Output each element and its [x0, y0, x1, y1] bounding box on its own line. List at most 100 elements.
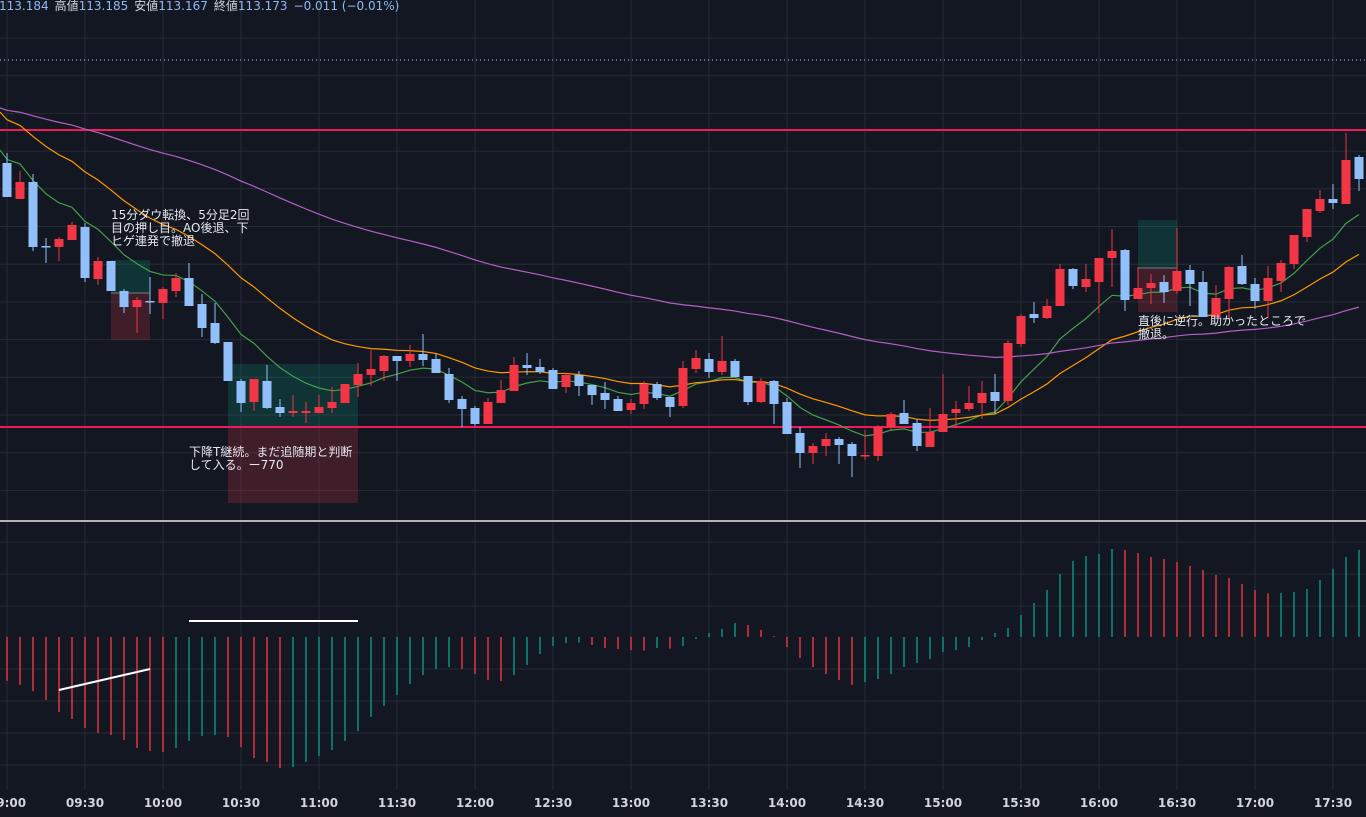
- time-axis[interactable]: 09:00 09:30 10:00 10:30 11:00 11:30 12:00 12:30…: [0, 796, 1352, 810]
- candle-body: [1354, 157, 1364, 179]
- candle-down: [80, 223, 90, 282]
- ohlc-legend: 113.184 高値113.185 安値113.167 終値113.173 −0.011…: [0, 0, 399, 14]
- annotations[interactable]: 15分ダウ転換、5分足2回目の押し目。AO後退、下ヒゲ連発で撤退下降T継続。まだ…: [111, 207, 1306, 472]
- candle-up: [808, 443, 818, 464]
- time-label: 10:30: [222, 796, 260, 810]
- candle-body: [41, 246, 51, 248]
- candle-up: [1172, 228, 1182, 294]
- candle-down: [1250, 278, 1260, 309]
- candle-up: [483, 398, 493, 424]
- candle-body: [1029, 314, 1039, 318]
- candle-up: [67, 222, 77, 240]
- ma_slow-line: [0, 107, 1360, 358]
- candle-body: [418, 354, 428, 360]
- candle-down: [2, 153, 12, 197]
- candle-body: [652, 384, 662, 398]
- candle-down: [548, 368, 558, 389]
- candle-down: [1198, 271, 1208, 317]
- annotation-note[interactable]: 15分ダウ転換、5分足2回目の押し目。AO後退、下ヒゲ連発で撤退: [111, 207, 250, 248]
- candle-up: [1055, 264, 1065, 306]
- candle-body: [730, 361, 740, 377]
- candle-up: [1081, 264, 1091, 292]
- candle-down: [1120, 249, 1130, 311]
- position-target-zone[interactable]: [111, 260, 150, 293]
- position-stop-zone[interactable]: [228, 427, 358, 503]
- candle-body: [145, 301, 155, 303]
- candle-body: [717, 361, 727, 372]
- candle-body: [639, 384, 649, 404]
- candle-body: [587, 385, 597, 395]
- legend-open-value: 113.184: [0, 0, 49, 13]
- candle-down: [743, 376, 753, 405]
- candle-up: [561, 373, 571, 393]
- candle-down: [106, 261, 116, 291]
- candle-down: [600, 382, 610, 409]
- candle-up: [366, 350, 376, 386]
- candle-body: [132, 300, 142, 307]
- candle-body: [314, 407, 324, 413]
- candle-down: [665, 397, 675, 417]
- candle-down: [795, 427, 805, 468]
- candle-body: [860, 455, 870, 457]
- ma_fast-line: [0, 149, 1360, 437]
- candle-up: [717, 336, 727, 375]
- position-target-zone[interactable]: [1138, 220, 1177, 268]
- candle-down: [262, 365, 272, 409]
- candle-down: [431, 354, 441, 373]
- horizontal-lines[interactable]: [0, 59, 1366, 428]
- annotation-line: 撤退。: [1138, 326, 1174, 341]
- candle-up: [1302, 209, 1312, 242]
- candle-body: [1172, 271, 1182, 291]
- candle-up: [1211, 285, 1221, 317]
- candle-body: [236, 381, 246, 403]
- ma_mid-line: [0, 111, 1360, 421]
- annotation-line: 15分ダウ転換、5分足2回: [111, 207, 250, 222]
- candle-body: [1107, 251, 1117, 258]
- annotation-note[interactable]: 下降T継続。まだ追随期と判断して入る。ー770: [189, 444, 352, 472]
- candle-up: [1315, 190, 1325, 213]
- candle-up: [496, 380, 506, 403]
- candle-down: [899, 400, 909, 424]
- time-label: 13:30: [690, 796, 728, 810]
- candle-up: [821, 433, 831, 456]
- candle-up: [1003, 340, 1013, 405]
- candle-body: [795, 433, 805, 453]
- candle-up: [951, 401, 961, 427]
- candle-up: [886, 412, 896, 431]
- candle-down: [145, 277, 155, 314]
- candle-down: [522, 353, 532, 375]
- candle-up: [93, 257, 103, 285]
- candle-body: [964, 403, 974, 409]
- candle-body: [847, 444, 857, 456]
- position-stop-zone[interactable]: [111, 293, 150, 340]
- candle-down: [210, 303, 220, 344]
- time-label: 14:30: [846, 796, 884, 810]
- candle-up: [691, 350, 701, 373]
- candle-body: [67, 225, 77, 240]
- candle-body: [951, 409, 961, 413]
- candle-up: [340, 384, 350, 403]
- ao-trendlines[interactable]: [58, 620, 358, 691]
- candle-up: [379, 355, 389, 381]
- candle-body: [522, 365, 532, 368]
- annotation-note[interactable]: 直後に逆行。助かったところで撤退。: [1138, 313, 1306, 341]
- candle-body: [249, 379, 259, 402]
- candle-up: [288, 395, 298, 417]
- candle-down: [834, 437, 844, 464]
- candle-body: [977, 393, 987, 403]
- candle-up: [1263, 266, 1273, 318]
- candle-down: [392, 356, 402, 381]
- candle-body: [262, 381, 272, 408]
- candle-body: [1185, 270, 1195, 284]
- candle-up: [509, 357, 519, 391]
- candle-body: [925, 432, 935, 447]
- candle-body: [1341, 160, 1351, 204]
- candle-down: [197, 294, 207, 337]
- candle-body: [782, 402, 792, 434]
- candle-up: [1289, 235, 1299, 269]
- candle-down: [990, 374, 1000, 414]
- candle-up: [15, 171, 25, 199]
- candle-down: [769, 380, 779, 424]
- ao-trendline[interactable]: [58, 668, 151, 691]
